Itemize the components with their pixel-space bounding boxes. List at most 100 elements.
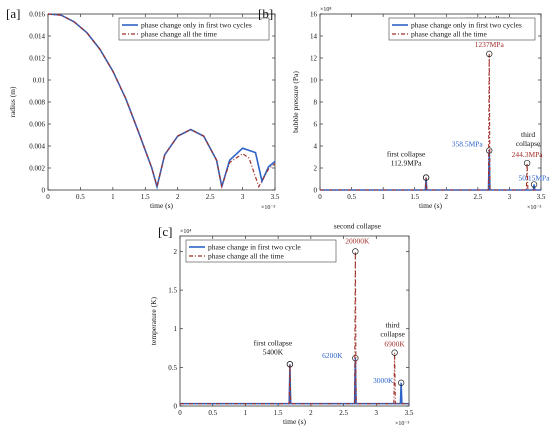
x-tick-label: 2 <box>176 193 180 201</box>
x-tick-label: 2.5 <box>339 409 348 417</box>
y-tick-label: 10 <box>310 77 318 85</box>
x-tick-label: 3 <box>508 193 512 201</box>
annotation-label: second collapse <box>334 221 382 230</box>
peak-marker <box>397 379 405 386</box>
annotation-label: third <box>521 130 535 139</box>
y-tick-label: 0.002 <box>29 165 45 173</box>
legend-label: phase change all the time <box>141 30 217 39</box>
y-tick-label: 0.014 <box>29 33 45 41</box>
y-tick-label: 0.5 <box>168 364 177 372</box>
annotation-label: first collapse <box>254 338 293 347</box>
y-tick-label: 4 <box>314 143 318 151</box>
legend-box <box>388 17 536 41</box>
x-tick-label: 3.5 <box>405 409 414 417</box>
chart-panel-1: [b] 0 0.5 1 1.5 2 2.5 3 3.5 0 2 4 6 8 10 12 14 16 time (s)… <box>258 6 550 211</box>
x-tick-label: 1.5 <box>410 193 419 201</box>
x-tick-label: 0.5 <box>208 409 217 417</box>
x-tick-label: 3 <box>241 193 245 201</box>
x-tick-label: 3.5 <box>271 193 280 201</box>
series-line-0 <box>320 150 541 191</box>
axes-frame <box>47 13 276 191</box>
annotation-label: 112.9MPa <box>391 159 422 168</box>
x-tick-label: 0 <box>46 193 50 201</box>
y-axis-exponent: ×10⁴ <box>180 229 191 235</box>
x-axis-label: time (s) <box>419 201 443 210</box>
x-tick-label: 2.5 <box>206 193 215 201</box>
y-tick-label: 0 <box>314 187 318 195</box>
x-tick-label: 1 <box>111 193 115 201</box>
x-tick-label: 3.5 <box>537 193 546 201</box>
annotation-label: collapse <box>516 139 541 148</box>
series-line-1 <box>47 13 276 190</box>
x-tick-label: 0.5 <box>76 193 85 201</box>
x-tick-label: 1.5 <box>274 409 283 417</box>
peak-marker <box>286 361 294 368</box>
annotation-label: 5400K <box>263 347 284 356</box>
x-tick-label: 2.5 <box>473 193 482 201</box>
legend-label: phase change in first two cycle <box>208 243 301 252</box>
y-tick-label: 12 <box>310 55 318 63</box>
annotation-label: 3000K <box>373 376 394 385</box>
y-tick-label: 0 <box>42 187 46 195</box>
x-tick-label: 1 <box>381 193 385 201</box>
x-tick-label: 1.5 <box>141 193 150 201</box>
x-tick-label: 0.5 <box>347 193 356 201</box>
annotation-label: 1237MPa <box>475 40 505 49</box>
panel-label: [c] <box>158 224 172 239</box>
y-tick-label: 6 <box>314 121 318 129</box>
legend-label: phase change only in first two cycles <box>411 21 522 30</box>
annotation-label: 50.15MPa <box>519 173 550 182</box>
x-tick-label: 0 <box>318 193 322 201</box>
x-axis-exponent: ×10⁻³ <box>527 205 542 211</box>
x-tick-label: 0 <box>178 409 182 417</box>
y-axis-label: radius (m) <box>8 86 17 118</box>
chart-panel-0: [a] 0 0.5 1 1.5 2 2.5 3 3.5 0 0.002 0.004 0.006 0.008… <box>6 6 280 211</box>
peak-marker <box>530 181 538 188</box>
y-tick-label: 1 <box>174 325 178 333</box>
y-tick-label: 2 <box>314 165 318 173</box>
y-tick-label: 8 <box>314 99 318 107</box>
x-tick-label: 3 <box>375 409 379 417</box>
annotation-label: 6900K <box>384 340 405 349</box>
y-axis-label: temperature (K) <box>149 296 158 345</box>
annotation-label: 6200K <box>322 351 343 360</box>
annotation-label: third <box>386 321 400 330</box>
x-axis-label: time (s) <box>150 201 174 210</box>
x-tick-label: 2 <box>445 193 449 201</box>
legend-box <box>118 17 270 41</box>
annotation-label: first collapse <box>387 150 426 159</box>
panel-label: [a] <box>6 6 20 21</box>
peak-marker <box>523 159 531 167</box>
legend-label: phase change only in first two cycles <box>141 21 252 30</box>
legend-box <box>185 239 337 263</box>
y-tick-label: 1.5 <box>168 287 177 295</box>
y-tick-label: 0.01 <box>33 77 46 85</box>
peak-marker <box>422 174 430 181</box>
y-tick-label: 0.008 <box>29 99 45 107</box>
axes-frame <box>319 13 542 191</box>
peak-marker <box>486 50 493 58</box>
panel-label: [b] <box>258 6 273 21</box>
y-tick-label: 14 <box>310 33 318 41</box>
y-axis-label: bubble pressure (Pa) <box>291 71 300 133</box>
peak-marker <box>352 248 359 255</box>
y-tick-label: 0.012 <box>29 55 45 63</box>
peak-marker <box>391 349 398 356</box>
annotation-label: 244.3MPa <box>512 150 544 159</box>
legend-label: phase change all the time <box>411 30 487 39</box>
legend-label: phase change all the time <box>208 252 284 261</box>
x-axis-exponent: ×10⁻³ <box>395 421 410 427</box>
x-axis-exponent: ×10⁻³ <box>261 205 276 211</box>
x-tick-label: 1 <box>244 409 248 417</box>
y-tick-label: 0.016 <box>29 11 45 19</box>
y-tick-label: 0.004 <box>29 143 45 151</box>
y-tick-label: 0 <box>174 403 178 411</box>
series-line-1 <box>180 251 409 405</box>
annotation-label: 358.5MPa <box>452 140 484 149</box>
annotation-label: 20000K <box>345 236 370 245</box>
y-axis-exponent: ×10⁸ <box>320 7 331 13</box>
series-line-1 <box>320 53 541 191</box>
x-tick-label: 2 <box>309 409 313 417</box>
